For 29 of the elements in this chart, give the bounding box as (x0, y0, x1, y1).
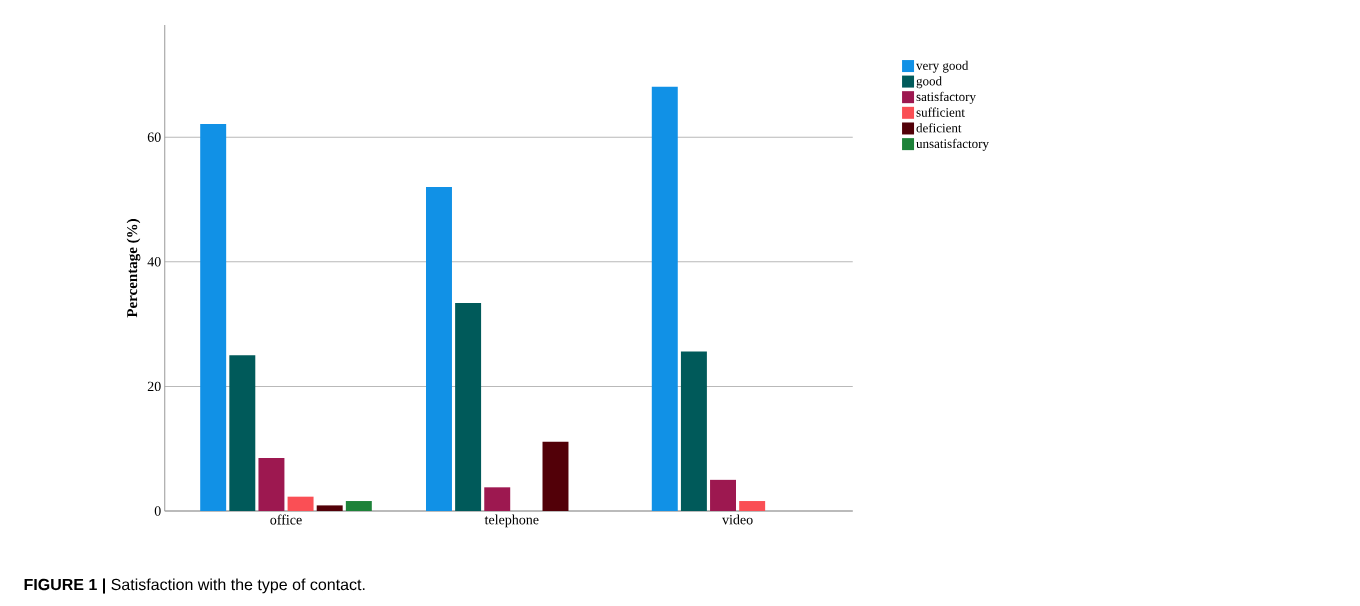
bar (542, 441, 569, 511)
x-tick-label: video (722, 514, 753, 525)
bar (316, 505, 343, 511)
x-tick-label: office (270, 514, 302, 525)
y-tick-label: 0 (154, 506, 161, 516)
legend-label: deficient (916, 123, 962, 133)
bar (287, 496, 314, 511)
y-tick-label: 40 (147, 257, 161, 267)
x-tick-label: telephone (484, 514, 539, 528)
bar (680, 351, 707, 511)
legend-label: very good (916, 60, 969, 73)
legend-label: sufficient (916, 107, 965, 117)
y-axis-title: Percentage (%) (126, 219, 141, 318)
y-tick-label: 20 (147, 381, 161, 392)
y-tick-label: 60 (147, 132, 161, 142)
legend-label: unsatisfactory (916, 138, 989, 151)
bar (345, 501, 372, 511)
bar (455, 302, 482, 511)
bar (651, 86, 678, 511)
bar (229, 355, 256, 511)
bar (710, 479, 737, 511)
bar (739, 501, 766, 511)
bar (200, 124, 227, 511)
text: FIGURE 1 | Satisfaction with the type of contact. (24, 578, 365, 594)
legend-label: good (916, 76, 942, 89)
legend-label: satisfactory (916, 91, 976, 104)
bar (258, 458, 285, 511)
bar (484, 487, 511, 511)
bar (426, 187, 452, 511)
